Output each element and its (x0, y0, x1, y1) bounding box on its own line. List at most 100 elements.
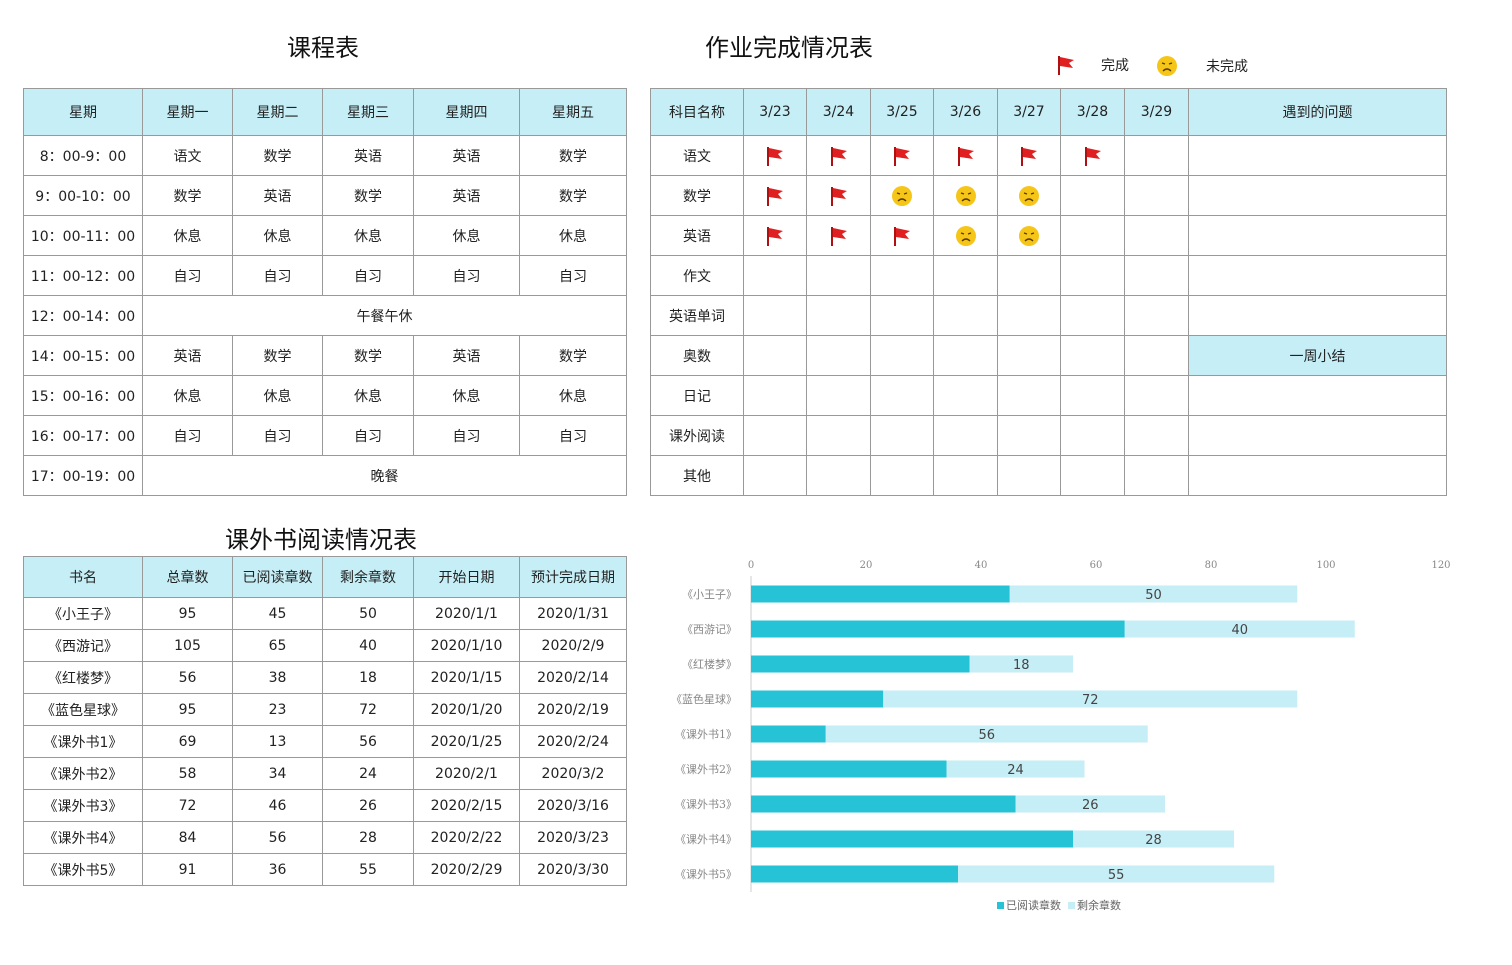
homework-subject-cell: 奥数 (650, 335, 744, 376)
homework-mark-cell (997, 455, 1061, 496)
reading-header-cell: 预计完成日期 (519, 556, 627, 598)
homework-mark-cell (933, 255, 998, 296)
reading-cell: 28 (322, 821, 414, 854)
reading-cell: 2020/2/1 (413, 757, 520, 790)
schedule-header-cell: 星期三 (322, 88, 414, 136)
bar-remain-label: 40 (1231, 623, 1248, 638)
schedule-cell: 休息 (142, 215, 233, 256)
bar-remain-label: 72 (1082, 693, 1099, 708)
schedule-cell: 数学 (322, 335, 414, 376)
homework-note-cell (1188, 375, 1447, 416)
reading-cell: 72 (142, 789, 233, 822)
schedule-cell: 数学 (519, 335, 627, 376)
x-tick-label: 80 (1205, 560, 1218, 571)
homework-mark-cell (870, 295, 934, 336)
schedule-time-cell: 14：00-15：00 (23, 335, 143, 376)
bar-read (751, 760, 947, 778)
schedule-cell: 自习 (519, 255, 627, 296)
red-flag-icon (828, 146, 850, 166)
schedule-cell: 自习 (413, 415, 520, 456)
bar-read (751, 690, 884, 708)
reading-row: 《小王子》 95 45 50 2020/1/1 2020/1/31 (23, 597, 627, 630)
sad-face-icon (891, 185, 913, 206)
schedule-cell: 休息 (413, 215, 520, 256)
homework-mark-cell (806, 135, 871, 176)
reading-cell: 36 (232, 853, 323, 886)
red-flag-icon (1082, 146, 1104, 166)
category-label: 《红楼梦》 (682, 657, 737, 671)
schedule-row: 8：00-9：00 语文 数学 英语 英语 数学 (23, 135, 627, 176)
homework-title: 作业完成情况表 (705, 34, 873, 62)
reading-cell: 84 (142, 821, 233, 854)
bar-read (751, 795, 1016, 813)
bar-remain (1015, 795, 1165, 813)
homework-note-cell (1188, 415, 1447, 456)
x-tick-label: 100 (1316, 560, 1335, 571)
reading-row: 《课外书1》 69 13 56 2020/1/25 2020/2/24 (23, 725, 627, 758)
schedule-cell: 自习 (142, 415, 233, 456)
homework-mark-cell (806, 375, 871, 416)
homework-note-cell (1188, 255, 1447, 296)
homework-mark-cell (743, 375, 807, 416)
schedule-header-cell: 星期一 (142, 88, 233, 136)
bar-remain (969, 655, 1073, 673)
category-label: 《小王子》 (682, 588, 737, 601)
schedule-time-cell: 17：00-19：00 (23, 455, 143, 496)
red-flag-icon (764, 226, 786, 246)
schedule-header-cell: 星期五 (519, 88, 627, 136)
reading-cell: 105 (142, 629, 233, 662)
bar-read (751, 830, 1073, 848)
legend-swatch-remain (1068, 902, 1075, 909)
reading-cell: 《课外书3》 (23, 789, 143, 822)
reading-header-cell: 总章数 (142, 556, 233, 598)
homework-mark-cell (743, 255, 807, 296)
reading-row: 《课外书3》 72 46 26 2020/2/15 2020/3/16 (23, 789, 627, 822)
schedule-cell: 休息 (142, 375, 233, 416)
red-flag-icon (1018, 146, 1040, 166)
bar-read (751, 620, 1125, 638)
homework-mark-cell (997, 375, 1061, 416)
homework-mark-cell (806, 255, 871, 296)
homework-mark-cell (933, 415, 998, 456)
reading-cell: 2020/2/15 (413, 789, 520, 822)
reading-cell: 34 (232, 757, 323, 790)
bar-remain-label: 50 (1145, 588, 1162, 603)
homework-subject-cell: 英语单词 (650, 295, 744, 336)
homework-row: 作文 (650, 255, 1447, 296)
homework-mark-cell (806, 215, 871, 256)
schedule-cell: 数学 (519, 135, 627, 176)
reading-cell: 2020/2/29 (413, 853, 520, 886)
reading-cell: 24 (322, 757, 414, 790)
bar-remain (883, 690, 1298, 708)
legend-done: 完成 (1055, 54, 1129, 76)
reading-row: 《西游记》 105 65 40 2020/1/10 2020/2/9 (23, 629, 627, 662)
reading-header-cell: 书名 (23, 556, 143, 598)
homework-mark-cell (870, 455, 934, 496)
reading-cell: 《课外书4》 (23, 821, 143, 854)
schedule-cell: 英语 (413, 335, 520, 376)
reading-cell: 38 (232, 661, 323, 694)
homework-row: 日记 (650, 375, 1447, 416)
bar-remain (1073, 830, 1234, 848)
homework-row: 课外阅读 (650, 415, 1447, 456)
homework-mark-cell (743, 295, 807, 336)
schedule-row: 12：00-14：00 午餐午休 (23, 295, 627, 336)
homework-subject-cell: 数学 (650, 175, 744, 216)
sad-face-icon (955, 225, 977, 246)
category-label: 《课外书5》 (675, 868, 737, 881)
homework-mark-cell (1060, 175, 1125, 216)
homework-subject-cell: 语文 (650, 135, 744, 176)
reading-header-cell: 剩余章数 (322, 556, 414, 598)
schedule-row: 14：00-15：00 英语 数学 数学 英语 数学 (23, 335, 627, 376)
schedule-time-cell: 15：00-16：00 (23, 375, 143, 416)
reading-cell: 2020/1/1 (413, 597, 520, 630)
schedule-cell: 数学 (322, 175, 414, 216)
homework-row: 英语 (650, 215, 1447, 256)
homework-mark-cell (1124, 335, 1189, 376)
homework-table: 科目名称 3/23 3/24 3/25 3/26 3/27 3/28 3/29 遇到的问题 语文数… (650, 88, 1447, 496)
homework-header-cell: 3/23 (743, 88, 807, 136)
homework-mark-cell (806, 335, 871, 376)
schedule-merged-cell: 午餐午休 (142, 295, 627, 336)
reading-cell: 2020/1/10 (413, 629, 520, 662)
homework-mark-cell (806, 415, 871, 456)
